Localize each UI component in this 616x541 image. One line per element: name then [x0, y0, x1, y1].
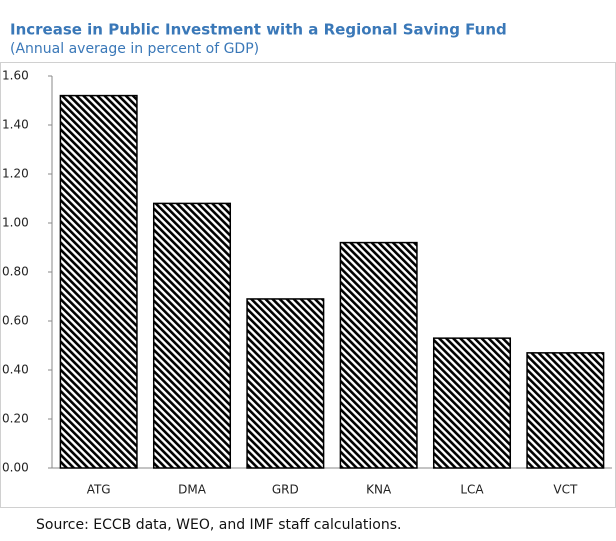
x-tick-label: GRD — [272, 483, 299, 497]
x-tick-label: LCA — [460, 483, 484, 497]
y-tick-label: 0.60 — [2, 314, 29, 328]
chart-subtitle: (Annual average in percent of GDP) — [10, 41, 259, 57]
bar — [432, 337, 512, 469]
x-tick-label: VCT — [553, 483, 578, 497]
bar — [339, 241, 418, 469]
y-tick-label: 0.20 — [2, 412, 29, 426]
bar — [246, 298, 325, 469]
bar — [526, 352, 605, 469]
y-tick-label: 1.60 — [2, 69, 29, 83]
y-tick-label: 1.20 — [2, 167, 29, 181]
bar — [59, 94, 138, 469]
y-tick-label: 0.80 — [2, 265, 29, 279]
y-tick-label: 1.40 — [2, 118, 29, 132]
y-tick-label: 0.00 — [2, 461, 29, 475]
y-tick-label: 1.00 — [2, 216, 29, 230]
x-tick-label: ATG — [87, 483, 111, 497]
source-note: Source: ECCB data, WEO, and IMF staff ca… — [36, 517, 401, 533]
y-tick-label: 0.40 — [2, 363, 29, 377]
chart-title: Increase in Public Investment with a Reg… — [10, 21, 507, 39]
x-tick-label: KNA — [366, 483, 392, 497]
bar — [152, 202, 232, 469]
x-tick-label: DMA — [178, 483, 207, 497]
